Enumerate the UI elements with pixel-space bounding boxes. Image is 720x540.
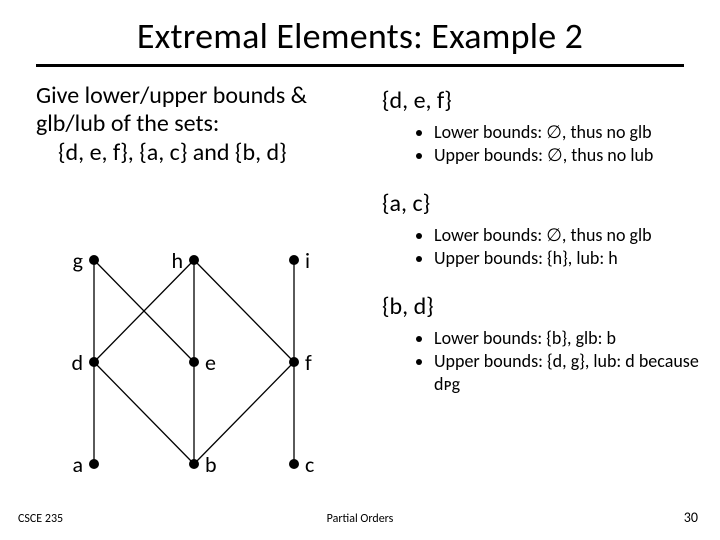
- footer-pagenum: 30: [684, 509, 698, 526]
- content-area: Give lower/upper bounds & glb/lub of the…: [36, 82, 696, 492]
- answer-set-0: {d, e, f}: [382, 86, 718, 115]
- prompt-line1: Give lower/upper bounds & glb/lub of the…: [36, 82, 346, 139]
- answers-column: {d, e, f} Lower bounds: ∅, thus no glb U…: [382, 86, 718, 410]
- node-f: f: [289, 349, 312, 376]
- node-label: c: [305, 451, 314, 478]
- edge-f-b: [194, 362, 294, 464]
- node-label: a: [72, 451, 83, 478]
- node-b: b: [189, 451, 217, 478]
- node-dot: [289, 459, 299, 469]
- node-dot: [289, 357, 299, 367]
- node-c: c: [289, 451, 314, 478]
- node-label: f: [305, 349, 312, 376]
- node-h: h: [171, 247, 199, 274]
- node-label: e: [205, 349, 216, 376]
- answer-set-1: {a, c}: [382, 189, 718, 218]
- node-dot: [189, 459, 199, 469]
- node-label: h: [171, 247, 183, 274]
- node-d: d: [71, 349, 99, 376]
- footer-topic: Partial Orders: [0, 512, 720, 526]
- bullet: Upper bounds: {d, g}, lub: d because dᴘg: [434, 350, 718, 396]
- node-g: g: [73, 247, 99, 274]
- answer-bullets-0: Lower bounds: ∅, thus no glb Upper bound…: [382, 121, 718, 167]
- prompt-line2: {d, e, f}, {a, c} and {b, d}: [36, 139, 346, 167]
- slide: Extremal Elements: Example 2 Give lower/…: [0, 0, 720, 540]
- bullet: Lower bounds: ∅, thus no glb: [434, 224, 718, 247]
- edge-h-f: [194, 260, 294, 362]
- bullet: Upper bounds: {h}, lub: h: [434, 247, 718, 270]
- node-dot: [89, 255, 99, 265]
- answer-bullets-1: Lower bounds: ∅, thus no glb Upper bound…: [382, 224, 718, 270]
- node-label: d: [71, 349, 83, 376]
- node-label: i: [305, 247, 310, 274]
- node-dot: [189, 255, 199, 265]
- slide-title: Extremal Elements: Example 2: [0, 0, 720, 58]
- node-dot: [289, 255, 299, 265]
- bullet: Upper bounds: ∅, thus no lub: [434, 144, 718, 167]
- node-e: e: [189, 349, 216, 376]
- title-rule: [36, 64, 684, 67]
- bullet: Lower bounds: {b}, glb: b: [434, 327, 718, 350]
- node-label: g: [73, 247, 83, 274]
- answer-set-2: {b, d}: [382, 292, 718, 321]
- prompt-text: Give lower/upper bounds & glb/lub of the…: [36, 82, 346, 167]
- edge-d-b: [94, 362, 194, 464]
- node-a: a: [72, 451, 99, 478]
- node-dot: [89, 357, 99, 367]
- node-label: b: [205, 451, 217, 478]
- node-dot: [189, 357, 199, 367]
- node-i: i: [289, 247, 310, 274]
- hasse-diagram: ghidefabc: [64, 252, 354, 512]
- node-dot: [89, 459, 99, 469]
- bullet: Lower bounds: ∅, thus no glb: [434, 121, 718, 144]
- answer-bullets-2: Lower bounds: {b}, glb: b Upper bounds: …: [382, 327, 718, 396]
